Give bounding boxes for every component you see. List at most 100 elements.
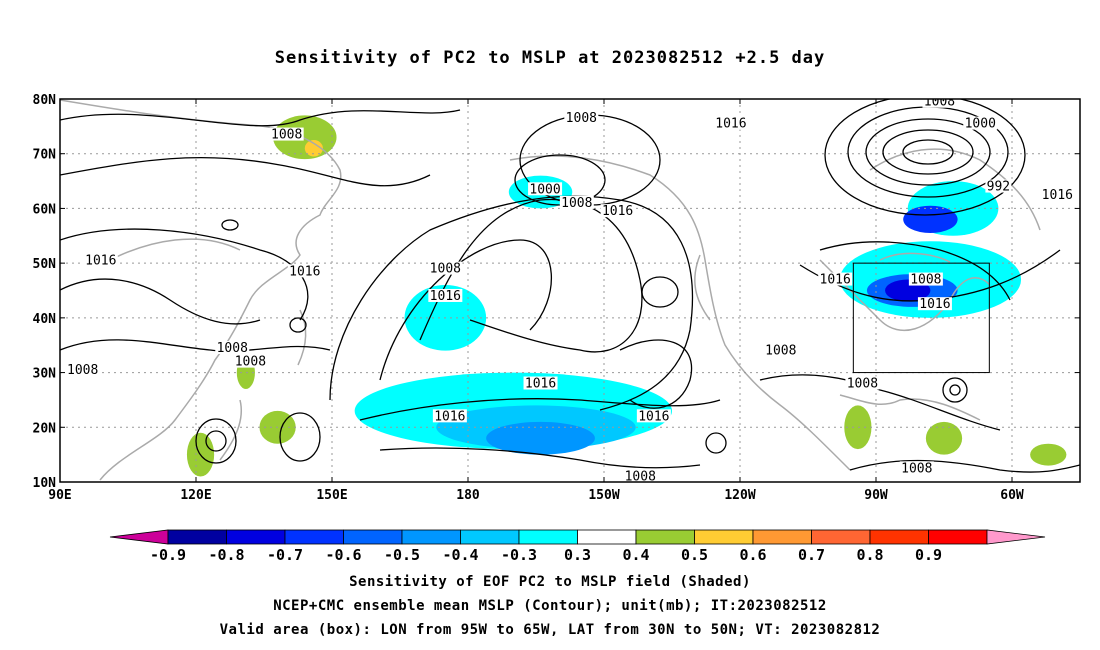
lon-label: 120E (180, 488, 211, 503)
contour-label-bg (428, 288, 463, 302)
contour-label: 1008 (430, 262, 461, 277)
contour-label-bg (432, 409, 467, 423)
contour-label: 1016 (430, 289, 461, 304)
lon-label: 150W (588, 488, 619, 503)
shaded-region-6 (486, 421, 595, 455)
contour-label: 1008 (217, 341, 248, 356)
shaded-region-17 (304, 140, 323, 157)
contour-label-bg (917, 297, 952, 311)
contour-label-bg (215, 340, 250, 354)
map-title: Sensitivity of PC2 to MSLP at 2023082512… (274, 48, 826, 68)
colorbar-labels: -0.9 -0.8 -0.7 -0.6 -0.5 -0.4 -0.3 0.3 0.4 0.5 0.6… (150, 546, 942, 564)
lat-label: 60N (33, 202, 57, 217)
colorbar-under-arrow (109, 529, 169, 545)
colorbar-over-arrow (986, 529, 1046, 545)
contour-label-bg (559, 195, 594, 209)
colorbar-label: 0.6 (739, 546, 766, 564)
contour-label: 1000 (965, 117, 996, 132)
lat-label: 50N (33, 257, 57, 272)
colorbar-cells (109, 529, 1046, 545)
shaded-region-8 (903, 205, 958, 234)
valid-area-box (852, 262, 990, 374)
contour-label-bg (623, 469, 658, 482)
contour-label: 992 (987, 180, 1010, 195)
colorbar-label: 0.8 (856, 546, 883, 564)
contour-label: 1008 (235, 355, 266, 370)
mslp-contour-layer (60, 99, 1080, 473)
contour-label: 1016 (715, 117, 746, 132)
caption-line-1: Sensitivity of EOF PC2 to MSLP field (Sh… (349, 574, 751, 590)
colorbar-label: 0.7 (798, 546, 825, 564)
colorbar-cell (811, 529, 871, 545)
contour-label-bg (65, 362, 100, 376)
colorbar-cell (167, 529, 227, 545)
lon-label: 120W (724, 488, 755, 503)
colorbar-label: 0.3 (564, 546, 591, 564)
colorbar-cell (869, 529, 929, 545)
lat-label: 30N (33, 367, 57, 382)
contour-label-bg (713, 116, 748, 130)
contour-label: 1016 (1042, 188, 1073, 203)
lon-label: 60W (1000, 488, 1024, 503)
contour-label: 1008 (625, 470, 656, 485)
colorbar-label: -0.9 (150, 546, 186, 564)
contour-label-bg (636, 409, 671, 423)
colorbar-label: 0.5 (681, 546, 708, 564)
shaded-region-14 (844, 405, 872, 450)
contour-label: 1016 (525, 377, 556, 392)
contour-label-bg (564, 111, 599, 125)
contour-label-bg (922, 99, 957, 108)
contour-label: 1000 (529, 182, 560, 197)
contour-label: 1016 (919, 297, 950, 312)
colorbar-cell (401, 529, 461, 545)
colorbar-label: 0.4 (622, 546, 649, 564)
colorbar-cell (518, 529, 578, 545)
contour-label-bg (763, 343, 798, 357)
shaded-region-16 (1030, 443, 1067, 466)
lon-label: 150E (316, 488, 347, 503)
contour-label-bg (523, 376, 558, 390)
lat-label: 10N (33, 476, 57, 491)
contour-label-bg (287, 264, 322, 278)
colorbar-cell (343, 529, 403, 545)
contour-label-bg (908, 272, 943, 286)
contour-label-bg (83, 253, 118, 267)
contour-label-bg (233, 354, 268, 368)
contour-label: 1008 (561, 196, 592, 211)
contour-label-bg (899, 461, 934, 475)
contour-label-bg (985, 179, 1012, 193)
colorbar-cell (284, 529, 344, 545)
lat-label: 40N (33, 312, 57, 327)
colorbar-cell (928, 529, 988, 545)
colorbar-label: -0.3 (501, 546, 537, 564)
valid-area-rect (852, 262, 990, 374)
lon-label: 90E (48, 488, 71, 503)
lon-label: 90W (864, 488, 888, 503)
contour-label: 1016 (85, 253, 116, 268)
caption-line-3: Valid area (box): LON from 95W to 65W, L… (219, 622, 881, 638)
contour-label-bg (1040, 187, 1075, 201)
shaded-region-15 (925, 421, 963, 455)
colorbar-cell (226, 529, 286, 545)
colorbar-cell (635, 529, 695, 545)
colorbar-label: 0.9 (915, 546, 942, 564)
contour-label-bg (845, 376, 880, 390)
contour-label: 1016 (602, 204, 633, 219)
colorbar-label: -0.6 (325, 546, 361, 564)
contour-label: 1016 (820, 273, 851, 288)
colorbar-cell (694, 529, 754, 545)
contour-label-bg (818, 272, 853, 286)
colorbar-cell (752, 529, 812, 545)
lat-label: 70N (33, 148, 57, 163)
map-border (59, 98, 1081, 483)
caption-line-2: NCEP+CMC ensemble mean MSLP (Contour); u… (273, 598, 827, 614)
contour-label: 1016 (289, 264, 320, 279)
colorbar-label: -0.8 (208, 546, 244, 564)
contour-label: 1016 (434, 409, 465, 424)
contour-label-bg (528, 182, 563, 196)
contour-label: 1008 (910, 273, 941, 288)
colorbar-label: -0.5 (384, 546, 420, 564)
contour-label: 1008 (924, 95, 955, 110)
contour-label: 1008 (67, 363, 98, 378)
